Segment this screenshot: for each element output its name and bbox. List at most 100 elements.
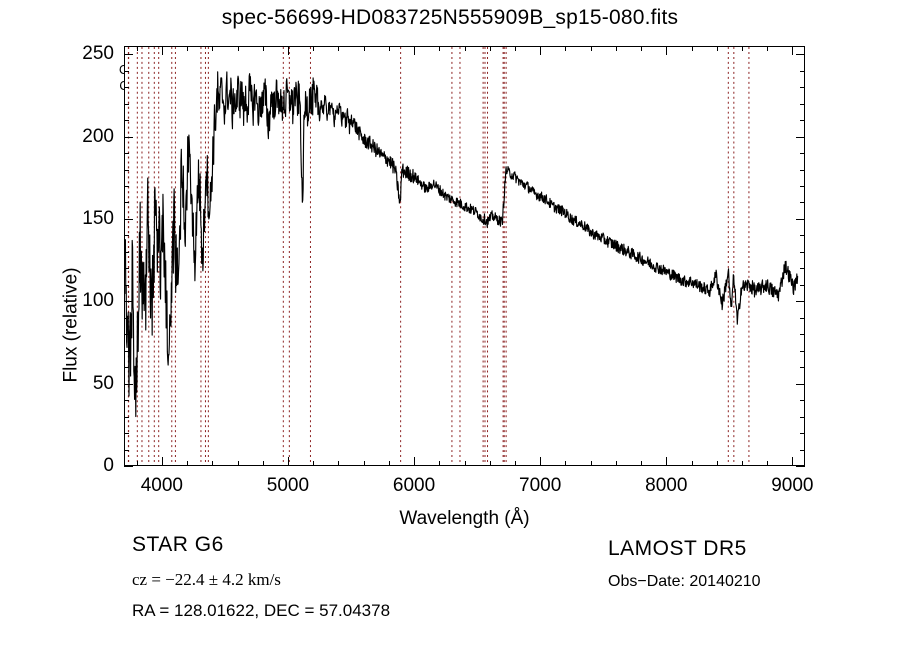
axis-tick (464, 46, 466, 51)
axis-tick (124, 202, 129, 204)
axis-tick (800, 416, 805, 418)
axis-tick (124, 268, 129, 270)
axis-tick (187, 461, 189, 466)
axis-tick (800, 120, 805, 122)
redshift-velocity-text: cz = −22.4 ± 4.2 km/s (132, 570, 281, 589)
axis-tick (287, 46, 289, 55)
axis-tick (124, 70, 129, 72)
axis-tick (262, 46, 264, 51)
axis-tick (124, 383, 133, 385)
axis-tick (124, 251, 129, 253)
axis-tick (464, 461, 466, 466)
axis-tick (414, 457, 416, 466)
axis-tick (489, 46, 491, 51)
spectrum-canvas (125, 47, 804, 465)
axis-tick (124, 136, 133, 138)
axis-tick (363, 461, 365, 466)
x-tick-label: 7000 (519, 475, 562, 496)
x-tick-label: 5000 (266, 475, 310, 496)
axis-tick (767, 461, 769, 466)
axis-tick (124, 235, 129, 237)
axis-tick (124, 449, 129, 451)
axis-tick (800, 367, 805, 369)
axis-tick (124, 301, 133, 303)
axis-tick (124, 103, 129, 105)
axis-tick (124, 466, 133, 467)
axis-tick (187, 46, 189, 51)
x-tick-label: 6000 (392, 475, 436, 496)
y-tick-label: 0 (103, 455, 114, 476)
y-tick-label: 50 (92, 372, 114, 394)
axis-tick (800, 235, 805, 237)
axis-tick (540, 46, 542, 55)
axis-tick (124, 54, 133, 56)
axis-tick (741, 461, 743, 466)
axis-tick (641, 46, 643, 51)
x-tick-label: 8000 (645, 475, 688, 496)
axis-tick (800, 350, 805, 352)
axis-tick (800, 169, 805, 171)
plot-clip (125, 47, 804, 465)
y-axis-title: Flux (relative) (60, 266, 82, 383)
axis-tick (124, 334, 129, 336)
axis-tick (800, 153, 805, 155)
axis-tick (161, 46, 163, 55)
axis-tick (666, 457, 668, 466)
axis-tick (124, 400, 129, 402)
object-class-text: STAR G6 (132, 533, 224, 556)
axis-tick (792, 46, 794, 55)
axis-tick (237, 46, 239, 51)
obs-date-text: Obs−Date: 20140210 (608, 573, 761, 590)
coordinates-text: RA = 128.01622, DEC = 57.04378 (132, 601, 391, 620)
plot-area (124, 46, 805, 466)
axis-tick (741, 46, 743, 51)
axis-tick (363, 46, 365, 51)
y-tick-label: 250 (82, 43, 114, 65)
axis-tick (800, 103, 805, 105)
x-axis-title: Wavelength (Å) (399, 508, 530, 529)
axis-tick (124, 186, 129, 187)
x-tick-label: 9000 (771, 475, 814, 496)
axis-tick (800, 202, 805, 204)
axis-tick (641, 461, 643, 466)
axis-tick (124, 153, 129, 155)
axis-tick (800, 449, 805, 451)
axis-tick (796, 383, 805, 385)
axis-tick (800, 186, 805, 187)
axis-tick (212, 461, 214, 466)
axis-tick (767, 46, 769, 51)
axis-tick (615, 46, 617, 51)
axis-tick (796, 136, 805, 138)
y-tick-label: 150 (82, 207, 114, 229)
axis-tick (590, 46, 592, 51)
axis-tick (124, 350, 129, 352)
axis-tick (124, 284, 129, 286)
axis-tick (716, 461, 718, 466)
axis-tick (514, 461, 516, 466)
survey-name-text: LAMOST DR5 (608, 537, 747, 560)
axis-tick (338, 46, 340, 51)
axis-tick (124, 169, 129, 171)
axis-tick (124, 218, 133, 220)
axis-tick (666, 46, 668, 55)
axis-tick (800, 334, 805, 336)
axis-tick (136, 46, 138, 51)
axis-tick (796, 218, 805, 220)
axis-tick (691, 46, 693, 51)
axis-tick (796, 54, 805, 56)
axis-tick (800, 317, 805, 319)
axis-tick (800, 433, 805, 435)
axis-tick (161, 457, 163, 466)
x-tick-label: 4000 (140, 475, 183, 496)
axis-tick (800, 400, 805, 402)
axis-tick (388, 461, 390, 466)
axis-tick (540, 457, 542, 466)
axis-tick (124, 87, 129, 89)
axis-tick (691, 461, 693, 466)
axis-tick (124, 416, 129, 418)
axis-tick (800, 87, 805, 89)
y-tick-label: 200 (82, 125, 114, 147)
axis-tick (313, 46, 315, 51)
axis-tick (124, 317, 129, 319)
